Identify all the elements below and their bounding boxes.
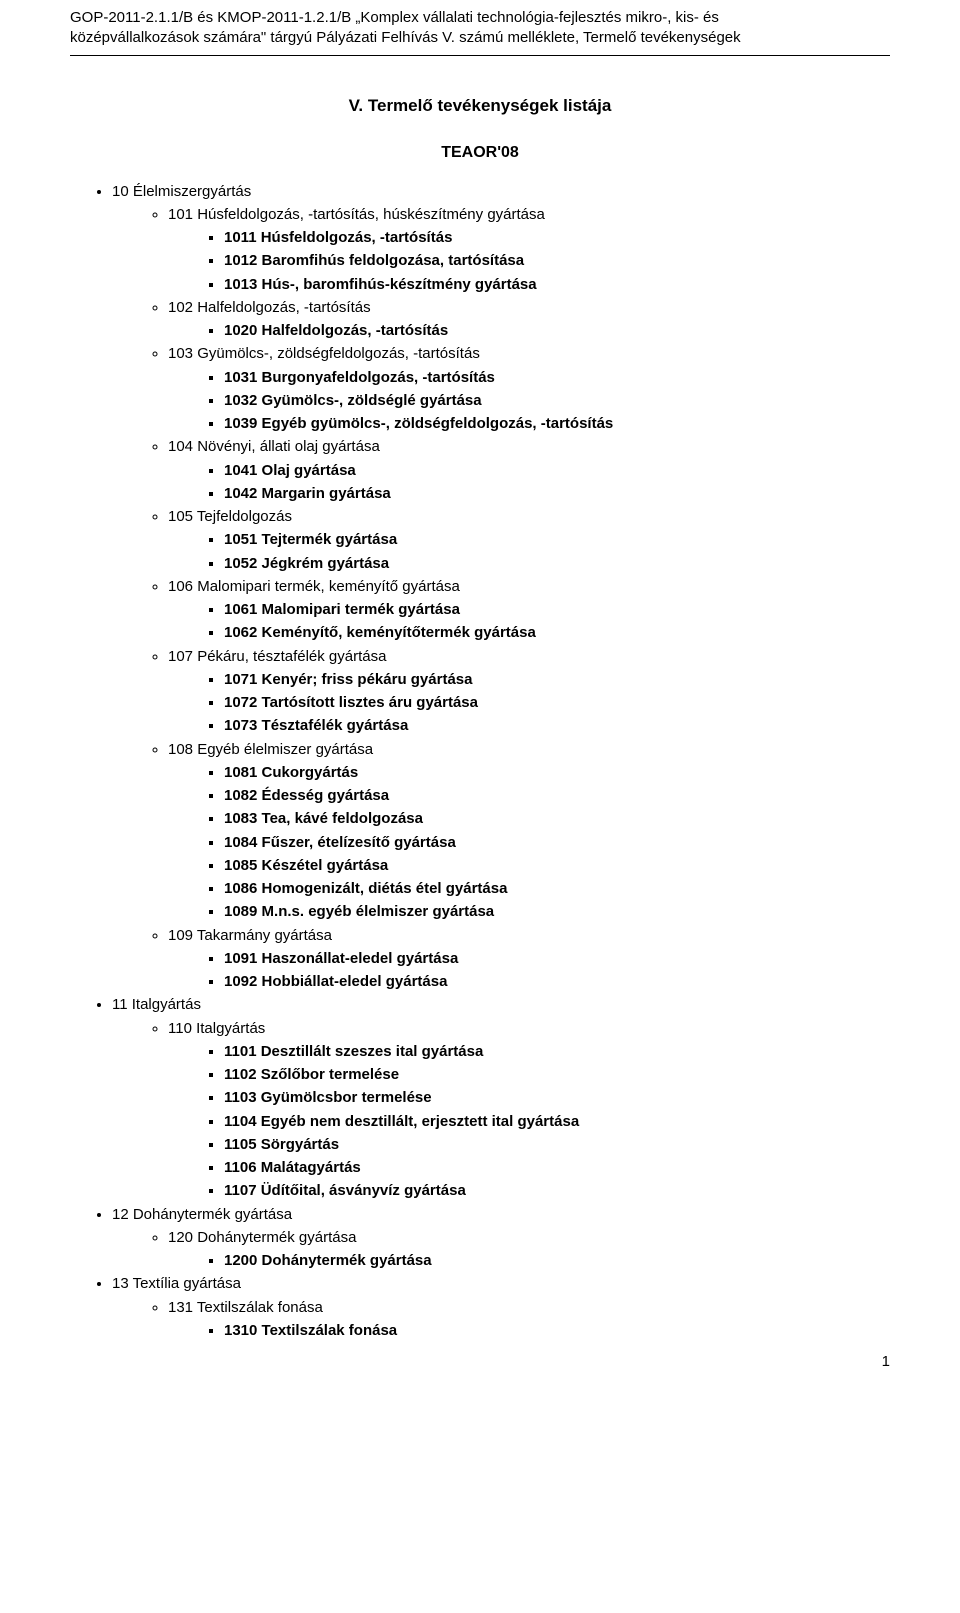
sublist-level-3: 1200 Dohánytermék gyártása xyxy=(168,1249,890,1272)
sublist-level-2: 110 Italgyártás1101 Desztillált szeszes … xyxy=(112,1017,890,1203)
sublist-level-3: 1071 Kenyér; friss pékáru gyártása1072 T… xyxy=(168,668,890,738)
classification-list: 10 Élelmiszergyártás101 Húsfeldolgozás, … xyxy=(70,180,890,1343)
document-page: GOP-2011-2.1.1/B és KMOP-2011-1.2.1/B „K… xyxy=(0,0,960,1382)
list-item: 107 Pékáru, tésztafélék gyártása xyxy=(168,645,890,668)
list-item: 1085 Készétel gyártása xyxy=(224,854,890,877)
list-item: 1084 Fűszer, ételízesítő gyártása xyxy=(224,831,890,854)
sublist-level-3: 1310 Textilszálak fonása xyxy=(168,1319,890,1342)
sublist-level-3: 1011 Húsfeldolgozás, -tartósítás1012 Bar… xyxy=(168,226,890,296)
sublist-level-3: 1081 Cukorgyártás1082 Édesség gyártása10… xyxy=(168,761,890,924)
header-line-1: GOP-2011-2.1.1/B és KMOP-2011-1.2.1/B „K… xyxy=(70,9,719,26)
list-item: 1072 Tartósított lisztes áru gyártása xyxy=(224,691,890,714)
list-item: 1073 Tésztafélék gyártása xyxy=(224,714,890,737)
list-item: 1086 Homogenizált, diétás étel gyártása xyxy=(224,877,890,900)
list-item: 13 Textília gyártása xyxy=(112,1272,890,1295)
list-item: 109 Takarmány gyártása xyxy=(168,924,890,947)
list-item: 1041 Olaj gyártása xyxy=(224,459,890,482)
sublist-level-2: 131 Textilszálak fonása1310 Textilszálak… xyxy=(112,1296,890,1343)
header-rule xyxy=(70,55,890,56)
list-item: 1062 Keményítő, keményítőtermék gyártása xyxy=(224,621,890,644)
list-item: 1042 Margarin gyártása xyxy=(224,482,890,505)
list-item: 1051 Tejtermék gyártása xyxy=(224,528,890,551)
list-item: 1091 Haszonállat-eledel gyártása xyxy=(224,947,890,970)
document-header: GOP-2011-2.1.1/B és KMOP-2011-1.2.1/B „K… xyxy=(70,8,890,49)
sublist-level-3: 1041 Olaj gyártása1042 Margarin gyártása xyxy=(168,459,890,506)
list-item: 106 Malomipari termék, keményítő gyártás… xyxy=(168,575,890,598)
list-item: 1103 Gyümölcsbor termelése xyxy=(224,1086,890,1109)
list-item: 1039 Egyéb gyümölcs-, zöldségfeldolgozás… xyxy=(224,412,890,435)
list-item: 10 Élelmiszergyártás xyxy=(112,180,890,203)
list-item: 1011 Húsfeldolgozás, -tartósítás xyxy=(224,226,890,249)
list-item: 1013 Hús-, baromfihús-készítmény gyártás… xyxy=(224,273,890,296)
list-item: 120 Dohánytermék gyártása xyxy=(168,1226,890,1249)
sublist-level-2: 101 Húsfeldolgozás, -tartósítás, húskész… xyxy=(112,203,890,994)
page-subtitle: TEAOR'08 xyxy=(70,144,890,162)
list-item: 1200 Dohánytermék gyártása xyxy=(224,1249,890,1272)
list-item: 1081 Cukorgyártás xyxy=(224,761,890,784)
list-item: 1032 Gyümölcs-, zöldséglé gyártása xyxy=(224,389,890,412)
list-item: 1310 Textilszálak fonása xyxy=(224,1319,890,1342)
sublist-level-3: 1101 Desztillált szeszes ital gyártása11… xyxy=(168,1040,890,1203)
list-item: 1012 Baromfihús feldolgozása, tartósítás… xyxy=(224,249,890,272)
list-item: 1092 Hobbiállat-eledel gyártása xyxy=(224,970,890,993)
list-item: 1105 Sörgyártás xyxy=(224,1133,890,1156)
sublist-level-3: 1051 Tejtermék gyártása1052 Jégkrém gyár… xyxy=(168,528,890,575)
sublist-level-3: 1061 Malomipari termék gyártása1062 Kemé… xyxy=(168,598,890,645)
list-item: 1031 Burgonyafeldolgozás, -tartósítás xyxy=(224,366,890,389)
list-item: 131 Textilszálak fonása xyxy=(168,1296,890,1319)
list-item: 1106 Malátagyártás xyxy=(224,1156,890,1179)
header-line-2: középvállalkozások számára" tárgyú Pályá… xyxy=(70,29,741,46)
list-item: 1102 Szőlőbor termelése xyxy=(224,1063,890,1086)
sublist-level-3: 1020 Halfeldolgozás, -tartósítás xyxy=(168,319,890,342)
list-item: 12 Dohánytermék gyártása xyxy=(112,1203,890,1226)
list-item: 1052 Jégkrém gyártása xyxy=(224,552,890,575)
list-item: 105 Tejfeldolgozás xyxy=(168,505,890,528)
list-item: 1101 Desztillált szeszes ital gyártása xyxy=(224,1040,890,1063)
list-item: 1107 Üdítőital, ásványvíz gyártása xyxy=(224,1179,890,1202)
list-item: 1104 Egyéb nem desztillált, erjesztett i… xyxy=(224,1110,890,1133)
list-item: 1082 Édesség gyártása xyxy=(224,784,890,807)
list-item: 103 Gyümölcs-, zöldségfeldolgozás, -tart… xyxy=(168,342,890,365)
list-item: 1083 Tea, kávé feldolgozása xyxy=(224,807,890,830)
sublist-level-3: 1091 Haszonállat-eledel gyártása1092 Hob… xyxy=(168,947,890,994)
list-item: 101 Húsfeldolgozás, -tartósítás, húskész… xyxy=(168,203,890,226)
sublist-level-3: 1031 Burgonyafeldolgozás, -tartósítás103… xyxy=(168,366,890,436)
sublist-level-2: 120 Dohánytermék gyártása1200 Dohányterm… xyxy=(112,1226,890,1273)
list-item: 108 Egyéb élelmiszer gyártása xyxy=(168,738,890,761)
page-title: V. Termelő tevékenységek listája xyxy=(70,96,890,116)
list-item: 1061 Malomipari termék gyártása xyxy=(224,598,890,621)
list-item: 11 Italgyártás xyxy=(112,993,890,1016)
list-item: 1089 M.n.s. egyéb élelmiszer gyártása xyxy=(224,900,890,923)
page-number: 1 xyxy=(882,1353,890,1370)
list-item: 1071 Kenyér; friss pékáru gyártása xyxy=(224,668,890,691)
list-item: 110 Italgyártás xyxy=(168,1017,890,1040)
list-item: 102 Halfeldolgozás, -tartósítás xyxy=(168,296,890,319)
list-item: 1020 Halfeldolgozás, -tartósítás xyxy=(224,319,890,342)
list-item: 104 Növényi, állati olaj gyártása xyxy=(168,435,890,458)
